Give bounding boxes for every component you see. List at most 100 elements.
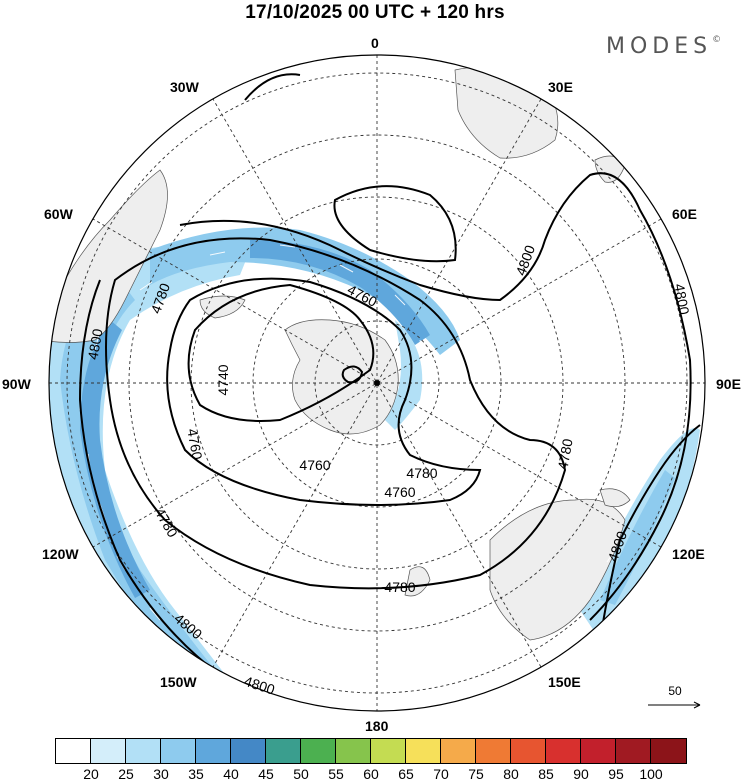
contour-4800-north [179,73,692,621]
new-zealand [404,566,431,597]
colorbar-tick-label: 60 [363,766,379,782]
contour-4740-small [341,365,364,384]
colorbar-swatch [651,739,686,763]
colorbar-swatch [161,739,196,763]
contour-4760-north [333,185,457,263]
contour-4740 [187,283,375,422]
wind-arrow [419,339,424,355]
lon-label-60e: 60E [672,206,697,222]
colorbar-tick-label: 80 [503,766,519,782]
contour-4760 [166,277,482,506]
map-border [48,54,706,712]
tasmania [599,488,631,507]
colorbar-swatch [511,739,546,763]
meridian-60e-120w [92,218,662,548]
map-layers [49,55,705,711]
colorbar-swatch [91,739,126,763]
colorbar-swatch [476,739,511,763]
africa [454,66,559,159]
modes-logo: MODES© [606,34,721,59]
lon-label-150e: 150E [548,674,581,690]
colorbar-swatch [406,739,441,763]
colorbar-swatch [336,739,371,763]
south-america [49,169,168,343]
contour-label: 4780 [554,437,575,471]
contour-4780 [105,237,567,590]
contour-label: 4760 [184,427,205,461]
colorbar-tick-label: 55 [328,766,344,782]
wind-speed-colorbar [55,738,687,764]
wind-arrow [139,281,153,291]
wind-arrow [149,607,161,621]
map-title: 17/10/2025 00 UTC + 120 hrs [245,2,505,23]
australia [489,498,626,641]
lon-label-30e: 30E [548,79,573,95]
lon-label-120w: 120W [42,546,79,562]
colorbar-tick-label: 85 [538,766,554,782]
colorbar-swatch [266,739,301,763]
wind-arrow [633,479,641,495]
reference-vector-label: 50 [668,684,682,698]
wind-arrow [94,334,100,351]
colorbar-tick-label: 100 [639,766,663,782]
colorbar-tick-label: 95 [608,766,624,782]
wind-arrow [339,264,354,273]
colorbar-swatch [581,739,616,763]
colorbar-tick-label: 30 [153,766,169,782]
jet-band-north-core [250,240,430,345]
colorbar-tick-label: 40 [223,766,239,782]
contour-label: 4800 [512,243,538,278]
colorbar-swatch [126,739,161,763]
jet-band-core-west [80,320,150,598]
contour-label: 4800 [671,282,692,316]
lon-label-30w: 30W [170,79,199,95]
colorbar-tick-label: 35 [188,766,204,782]
contour-label: 4800 [242,673,277,698]
colorbar-swatch [441,739,476,763]
colorbar-tick-label: 45 [258,766,274,782]
jet-band-north [150,227,460,355]
wind-arrow [606,549,616,563]
antarctica [284,319,399,435]
wind-arrow [209,251,226,256]
brand-mark: © [712,34,722,45]
south-pole-marker [374,380,380,386]
contour-label: 4740 [215,364,231,395]
lon-label-180: 180 [365,718,389,734]
colorbar-tick-label: 50 [293,766,309,782]
contour-label: 4760 [384,484,415,500]
india-edge [599,97,661,134]
height-contours [78,73,701,706]
colorbar-tick-label: 90 [573,766,589,782]
colorbar-swatch [196,739,231,763]
wind-arrow [394,294,406,306]
contour-label: 4780 [152,505,182,540]
contour-label: 4780 [406,465,437,481]
colorbar-swatch [546,739,581,763]
reference-vector-arrow [648,701,701,709]
colorbar-tick-label: 20 [83,766,99,782]
wind-arrow [660,439,666,456]
meridian-120e-60w [92,218,662,548]
lon-label-150w: 150W [160,674,197,690]
colorbar-swatch [616,739,651,763]
colorbar-swatch [371,739,406,763]
meridian-30e-150w [212,98,542,668]
wind-arrow [279,244,296,248]
colorbar-tick-label: 25 [118,766,134,782]
contour-4800-australia [599,424,701,641]
contour-label: 4760 [299,457,330,473]
lon-label-90w: 90W [2,376,31,392]
jet-band-australia-core [600,470,675,605]
colorbar-tick-label: 65 [398,766,414,782]
lon-label-0: 0 [371,35,379,51]
colorbar-swatch [231,739,266,763]
lon-label-120e: 120E [672,546,705,562]
brand-name: MODES [606,34,713,59]
colorbar-swatch [301,739,336,763]
contour-label: 4780 [384,579,415,595]
contour-label: 4800 [84,327,105,361]
colorbar-tick-label: 75 [468,766,484,782]
lon-label-60w: 60W [44,206,73,222]
